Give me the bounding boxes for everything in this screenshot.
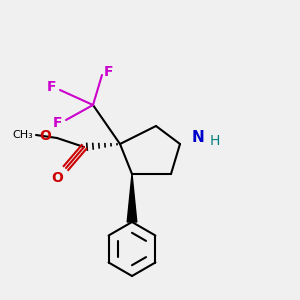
Text: CH₃: CH₃ — [12, 130, 33, 140]
Text: F: F — [46, 80, 56, 94]
Text: F: F — [52, 116, 62, 130]
Text: N: N — [192, 130, 205, 146]
Text: O: O — [39, 130, 51, 143]
Text: H: H — [210, 134, 220, 148]
Text: O: O — [51, 171, 63, 185]
Text: F: F — [103, 65, 113, 79]
Polygon shape — [127, 174, 137, 222]
